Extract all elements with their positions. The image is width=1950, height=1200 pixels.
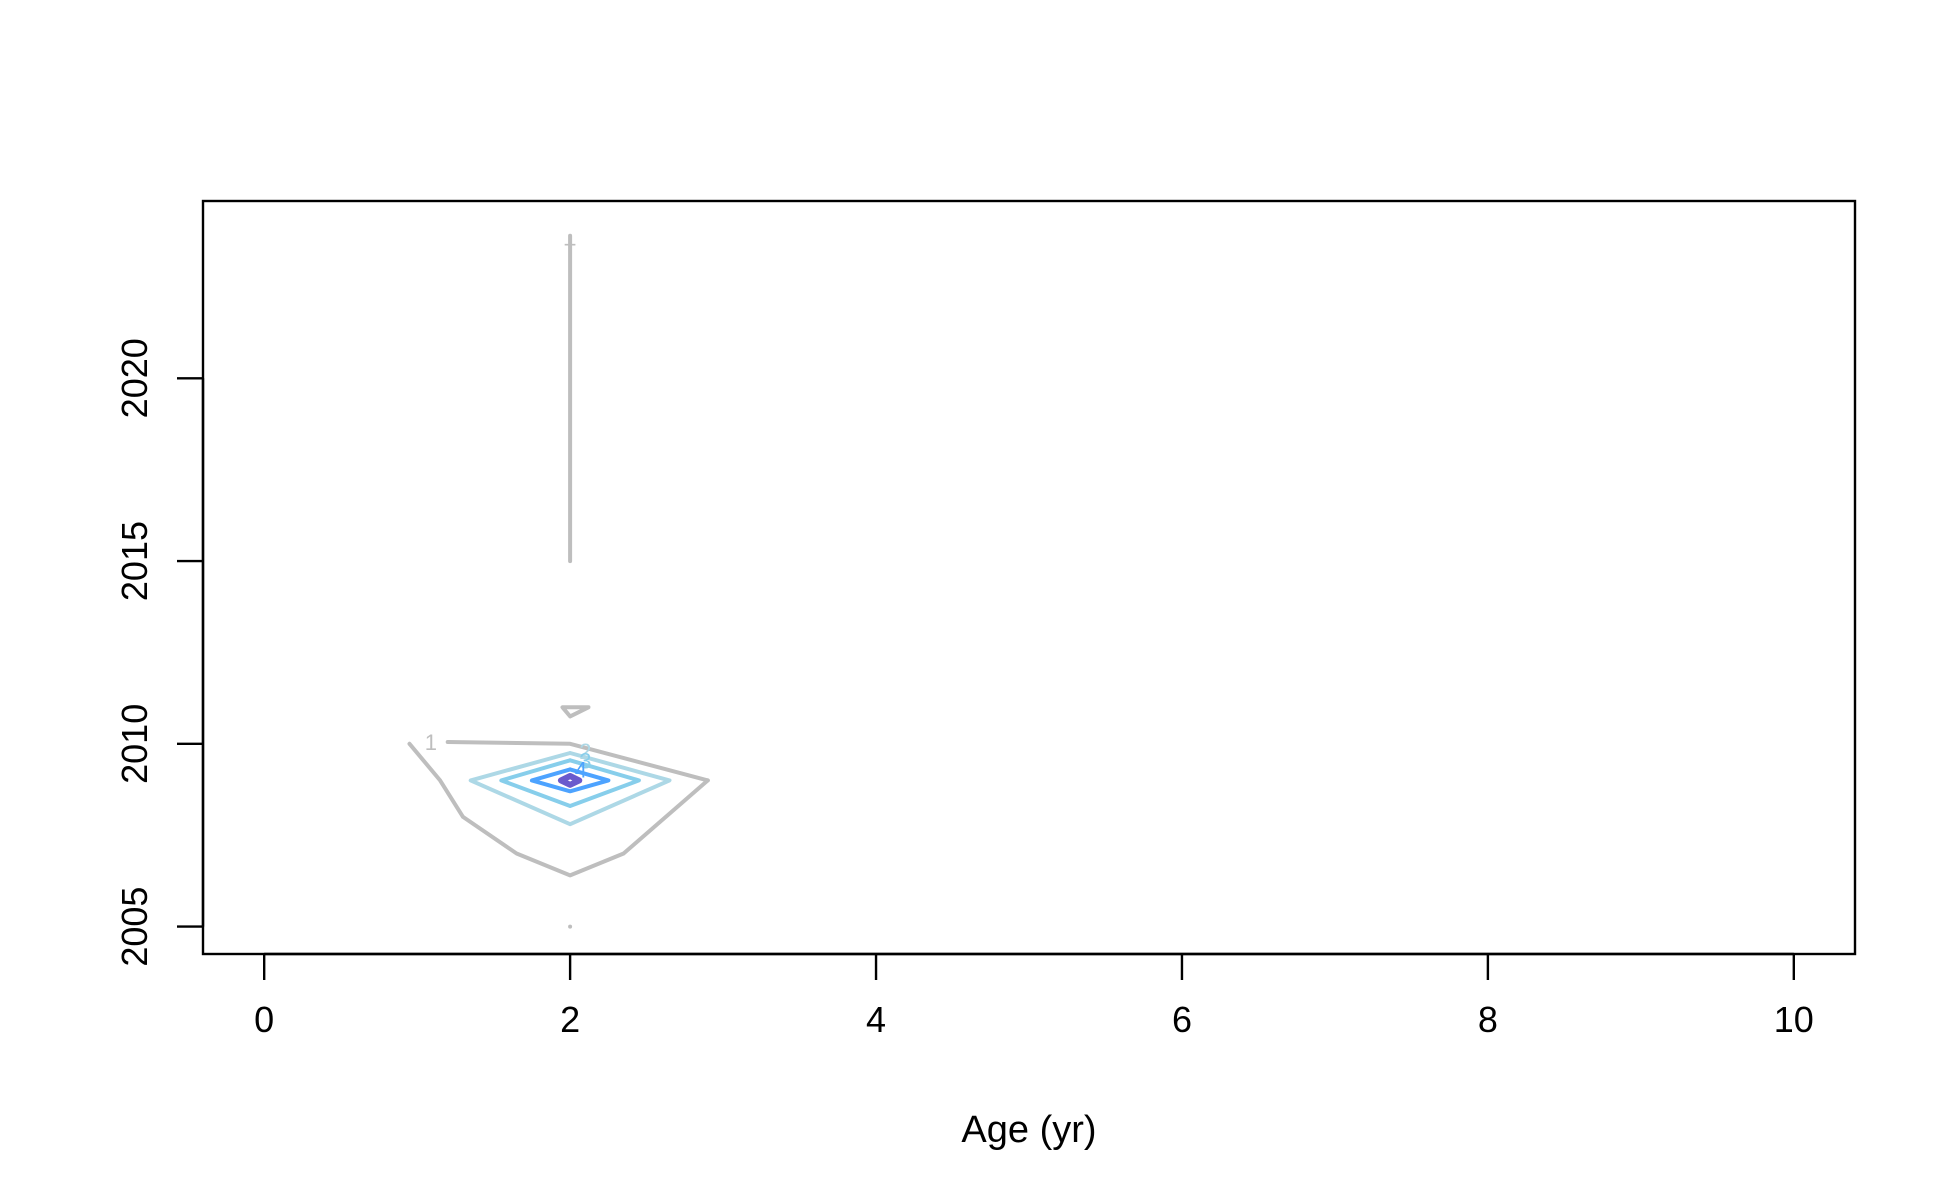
contour-annotation: + — [564, 232, 577, 257]
contour-level-4: 4 — [529, 757, 611, 794]
contour-layer: 1 234 + — [407, 232, 710, 929]
contour-line — [445, 740, 710, 783]
contour-label: 3 — [579, 748, 591, 773]
contour-label: 2 — [579, 739, 591, 764]
contour-line — [468, 751, 672, 827]
contour-line — [407, 741, 710, 878]
x-tick-label: 0 — [254, 999, 274, 1040]
plot-area-frame — [201, 199, 1857, 956]
contour-line — [529, 767, 611, 794]
contour-level-2: 2 — [468, 739, 672, 827]
contour-line — [560, 705, 591, 719]
y-tick-label: 2005 — [114, 887, 155, 967]
x-axis: 0 2 4 6 8 10 — [254, 952, 1814, 1040]
y-tick-label: 2010 — [114, 704, 155, 784]
contour-level-5 — [557, 773, 583, 788]
y-tick-label: 2015 — [114, 521, 155, 601]
y-tick-label: 2020 — [114, 338, 155, 418]
contour-level-1: 1 — [407, 233, 710, 929]
contour-label: 1 — [425, 730, 437, 755]
y-axis: 2005 2010 2015 2020 — [114, 338, 205, 967]
x-tick-label: 4 — [866, 999, 886, 1040]
x-tick-label: 6 — [1172, 999, 1192, 1040]
contour-line — [557, 773, 583, 788]
contour-label: 4 — [575, 757, 587, 782]
x-tick-label: 10 — [1774, 999, 1814, 1040]
contour-level-3: 3 — [499, 748, 641, 808]
x-axis-title: Age (yr) — [961, 1109, 1096, 1151]
contour-line — [499, 758, 641, 808]
x-tick-label: 8 — [1478, 999, 1498, 1040]
x-tick-label: 2 — [560, 999, 580, 1040]
